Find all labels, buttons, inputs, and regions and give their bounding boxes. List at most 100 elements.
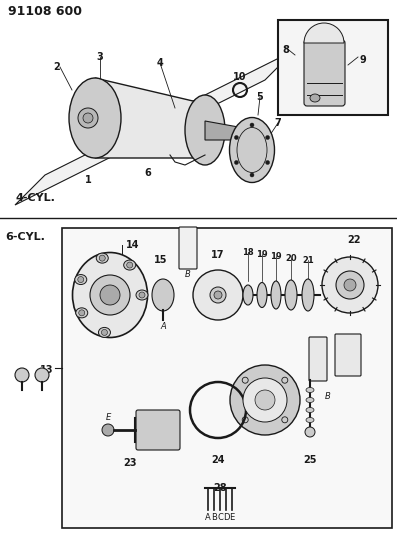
Text: 4-CYL.: 4-CYL. bbox=[15, 193, 55, 203]
Text: 26: 26 bbox=[311, 355, 325, 365]
Text: B: B bbox=[185, 270, 191, 279]
Ellipse shape bbox=[271, 281, 281, 309]
Circle shape bbox=[234, 160, 239, 165]
Circle shape bbox=[344, 279, 356, 291]
Circle shape bbox=[250, 123, 254, 127]
Text: 8: 8 bbox=[282, 45, 289, 55]
Circle shape bbox=[79, 310, 85, 316]
Circle shape bbox=[255, 390, 275, 410]
Circle shape bbox=[305, 427, 315, 437]
Ellipse shape bbox=[75, 274, 87, 285]
Text: 14: 14 bbox=[126, 240, 140, 250]
Ellipse shape bbox=[185, 95, 225, 165]
Text: A: A bbox=[205, 513, 211, 522]
Text: 21: 21 bbox=[302, 256, 314, 265]
Text: B: B bbox=[211, 513, 217, 522]
Text: 11: 11 bbox=[16, 370, 28, 379]
Wedge shape bbox=[304, 23, 344, 43]
Text: B: B bbox=[325, 392, 331, 401]
Text: E: E bbox=[229, 513, 235, 522]
Circle shape bbox=[78, 277, 84, 282]
FancyBboxPatch shape bbox=[309, 337, 327, 381]
Circle shape bbox=[336, 271, 364, 299]
Text: 25: 25 bbox=[303, 455, 317, 465]
Circle shape bbox=[214, 291, 222, 299]
Polygon shape bbox=[95, 78, 210, 158]
Ellipse shape bbox=[302, 279, 314, 311]
Ellipse shape bbox=[306, 387, 314, 392]
Circle shape bbox=[210, 287, 226, 303]
Text: 10: 10 bbox=[233, 72, 247, 82]
Text: A: A bbox=[160, 322, 166, 331]
Text: 9: 9 bbox=[360, 55, 367, 65]
Circle shape bbox=[266, 160, 270, 165]
Text: C: C bbox=[217, 513, 223, 522]
Circle shape bbox=[266, 135, 270, 140]
Text: 16: 16 bbox=[181, 248, 195, 258]
Circle shape bbox=[90, 275, 130, 315]
Circle shape bbox=[234, 135, 239, 140]
Text: C: C bbox=[220, 285, 226, 294]
Text: 6-CYL.: 6-CYL. bbox=[5, 232, 45, 242]
Ellipse shape bbox=[306, 398, 314, 402]
Circle shape bbox=[250, 173, 254, 177]
Bar bbox=[62, 228, 392, 528]
Text: 24: 24 bbox=[211, 455, 225, 465]
Ellipse shape bbox=[229, 117, 274, 182]
Ellipse shape bbox=[152, 279, 174, 311]
Ellipse shape bbox=[306, 408, 314, 413]
Text: 19: 19 bbox=[270, 252, 282, 261]
Text: 6: 6 bbox=[145, 168, 151, 178]
Ellipse shape bbox=[243, 285, 253, 305]
Text: E: E bbox=[105, 413, 111, 422]
Text: 3: 3 bbox=[96, 52, 103, 62]
Ellipse shape bbox=[124, 260, 136, 270]
Circle shape bbox=[322, 257, 378, 313]
Circle shape bbox=[15, 368, 29, 382]
FancyBboxPatch shape bbox=[335, 334, 361, 376]
Text: 12: 12 bbox=[36, 370, 48, 379]
Text: 27: 27 bbox=[341, 352, 355, 362]
Ellipse shape bbox=[310, 94, 320, 102]
Ellipse shape bbox=[136, 290, 148, 300]
Ellipse shape bbox=[257, 282, 267, 308]
Circle shape bbox=[243, 378, 287, 422]
Text: 23: 23 bbox=[123, 458, 137, 468]
Text: 17: 17 bbox=[211, 250, 225, 260]
Circle shape bbox=[193, 270, 243, 320]
Circle shape bbox=[35, 368, 49, 382]
Circle shape bbox=[139, 292, 145, 298]
Circle shape bbox=[83, 113, 93, 123]
Text: 13: 13 bbox=[39, 365, 53, 375]
Circle shape bbox=[78, 108, 98, 128]
Ellipse shape bbox=[285, 280, 297, 310]
Text: 15: 15 bbox=[154, 255, 168, 265]
Text: D: D bbox=[223, 513, 229, 522]
Text: D: D bbox=[365, 290, 371, 299]
Polygon shape bbox=[15, 50, 295, 205]
Ellipse shape bbox=[96, 253, 108, 263]
Circle shape bbox=[102, 424, 114, 436]
Text: 22: 22 bbox=[347, 235, 361, 245]
Text: 5: 5 bbox=[256, 92, 263, 102]
FancyBboxPatch shape bbox=[179, 227, 197, 269]
Ellipse shape bbox=[98, 327, 110, 337]
Text: 4: 4 bbox=[157, 58, 164, 68]
Circle shape bbox=[102, 329, 108, 335]
Text: 91108 600: 91108 600 bbox=[8, 5, 82, 18]
Polygon shape bbox=[205, 121, 255, 140]
Ellipse shape bbox=[73, 253, 148, 337]
Ellipse shape bbox=[306, 417, 314, 423]
Circle shape bbox=[99, 255, 105, 261]
Ellipse shape bbox=[69, 78, 121, 158]
Bar bbox=[278, 20, 388, 115]
Text: 1: 1 bbox=[85, 175, 91, 185]
Circle shape bbox=[100, 285, 120, 305]
FancyBboxPatch shape bbox=[304, 40, 345, 106]
Text: 20: 20 bbox=[285, 254, 297, 263]
Text: 28: 28 bbox=[213, 483, 227, 493]
Text: 19: 19 bbox=[256, 250, 268, 259]
FancyBboxPatch shape bbox=[136, 410, 180, 450]
Text: 2: 2 bbox=[54, 62, 60, 72]
Text: 18: 18 bbox=[242, 248, 254, 257]
